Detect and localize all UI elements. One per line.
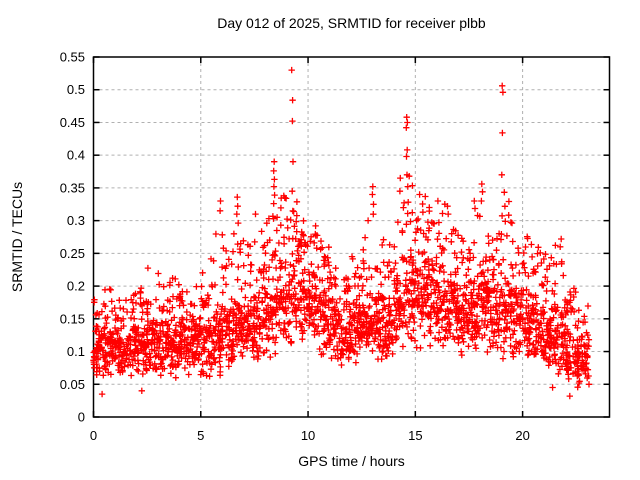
y-tick-label: 0 xyxy=(78,410,85,425)
y-tick-label: 0.35 xyxy=(60,180,85,195)
x-tick-label: 0 xyxy=(90,428,97,443)
axis-ticks xyxy=(92,56,611,418)
x-tick-label: 15 xyxy=(408,428,422,443)
x-axis-title: GPS time / hours xyxy=(298,453,405,469)
y-tick-label: 0.15 xyxy=(60,311,85,326)
y-tick-labels: 0 0.05 0.1 0.15 0.2 0.25 0.3 0.35 0.4 0.45 0.5 0.55 xyxy=(60,50,85,425)
y-tick-label: 0.25 xyxy=(60,246,85,261)
x-tick-label: 10 xyxy=(301,428,315,443)
x-tick-label: 5 xyxy=(197,428,204,443)
x-tick-label: 20 xyxy=(515,428,529,443)
y-tick-label: 0.1 xyxy=(67,344,85,359)
y-tick-label: 0.05 xyxy=(60,377,85,392)
x-tick-labels: 0 5 10 15 20 xyxy=(90,428,530,443)
y-tick-label: 0.5 xyxy=(67,82,85,97)
y-tick-label: 0.45 xyxy=(60,115,85,130)
y-tick-label: 0.4 xyxy=(67,148,85,163)
plot-border xyxy=(92,56,611,418)
chart-title: Day 012 of 2025, SRMTID for receiver plb… xyxy=(217,15,486,31)
scatter-points xyxy=(90,66,593,400)
y-tick-label: 0.2 xyxy=(67,279,85,294)
y-tick-label: 0.55 xyxy=(60,50,85,65)
y-tick-label: 0.3 xyxy=(67,213,85,228)
